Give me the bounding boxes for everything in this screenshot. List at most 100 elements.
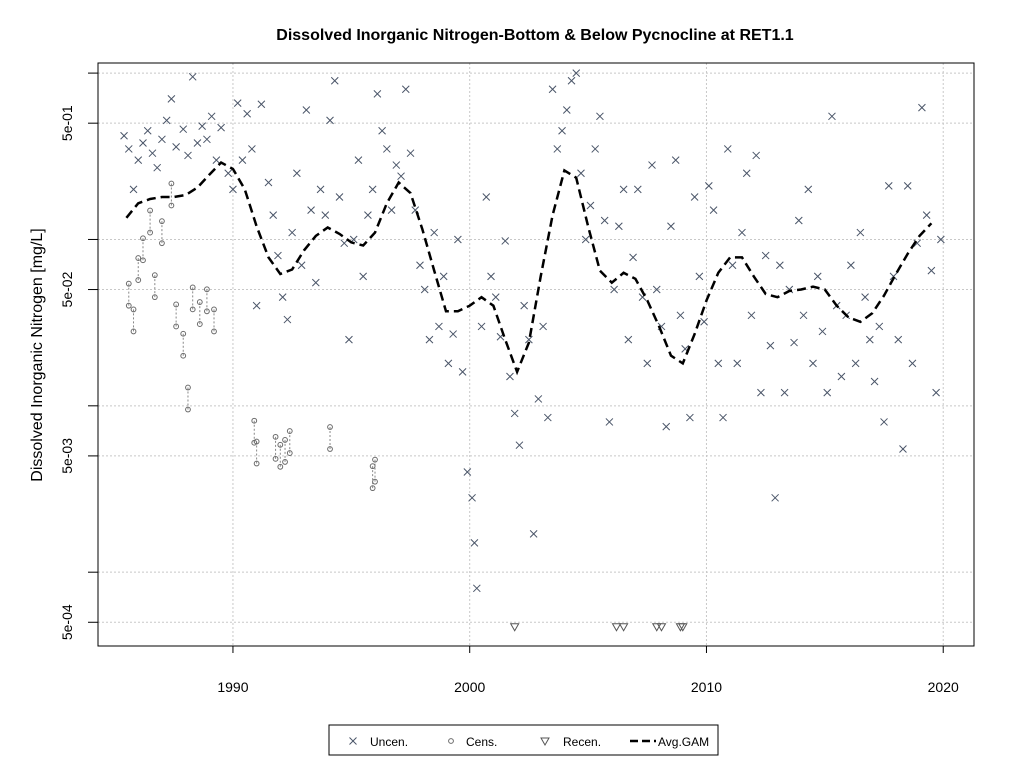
uncensored-point: [172, 143, 180, 151]
y-tick-label: 5e-03: [59, 438, 75, 474]
uncensored-point: [217, 123, 225, 132]
censored-point: [272, 455, 279, 462]
x-stroke: [193, 139, 202, 147]
censored-point: [147, 229, 153, 236]
censored-point: [196, 321, 203, 327]
uncensored-point: [818, 327, 827, 336]
recensored-point: [656, 623, 667, 632]
censored-point: [151, 294, 158, 301]
uncensored-point: [167, 95, 176, 103]
uncensored-point: [738, 228, 746, 237]
uncensored-point: [297, 261, 306, 270]
x-stroke: [908, 359, 917, 368]
censored-point: [135, 255, 142, 261]
x-stroke: [326, 116, 334, 125]
x-stroke: [700, 317, 708, 326]
censored-point: [189, 306, 196, 313]
censored-point: [185, 406, 191, 413]
legend-label: Recen.: [563, 735, 601, 749]
x-stroke: [129, 185, 138, 194]
uncensored-point: [728, 261, 737, 270]
uncensored-point: [229, 185, 237, 194]
x-stroke: [458, 368, 467, 376]
x-stroke: [837, 372, 846, 381]
censored-point: [272, 433, 279, 440]
x-stroke: [283, 315, 292, 324]
uncensored-point: [243, 109, 252, 118]
x-stroke: [238, 156, 247, 164]
x-stroke: [596, 112, 604, 121]
uncensored-point: [311, 278, 320, 287]
uncensored-point: [766, 341, 775, 350]
uncensored-point: [667, 222, 675, 231]
x-stroke: [229, 185, 237, 194]
censored-point: [140, 235, 146, 242]
x-stroke: [515, 441, 524, 450]
uncensored-point: [671, 156, 680, 164]
circle-icon: [448, 738, 454, 744]
uncensored-point: [470, 539, 479, 547]
uncensored-point: [335, 193, 344, 201]
x-tick-label: 2000: [454, 679, 485, 695]
x-stroke: [733, 359, 742, 368]
uncensored-point: [359, 272, 368, 281]
x-stroke: [269, 211, 278, 220]
uncensored-point: [851, 359, 860, 368]
x-stroke: [364, 211, 372, 220]
uncensored-point: [742, 169, 751, 178]
censored-point: [168, 202, 175, 209]
censored-point: [180, 352, 187, 359]
x-stroke: [927, 266, 936, 275]
uncensored-point: [134, 156, 143, 164]
legend-box: [328, 724, 719, 756]
uncensored-point: [771, 493, 779, 502]
x-stroke: [861, 293, 869, 302]
x-stroke: [520, 301, 529, 310]
uncensored-point: [529, 529, 538, 538]
uncensored-point: [468, 493, 476, 502]
uncensored-point: [828, 112, 836, 121]
x-stroke: [420, 285, 429, 294]
x-stroke: [619, 185, 628, 194]
uncensored-point: [577, 169, 585, 178]
x-stroke: [937, 235, 945, 244]
x-stroke: [184, 151, 192, 160]
uncensored-point: [463, 468, 472, 476]
uncensored-point: [539, 322, 547, 331]
censored-point: [277, 441, 284, 448]
uncensored-point: [184, 151, 192, 160]
x-stroke: [918, 103, 926, 112]
x-axis: 1990 2000 2010 2020: [217, 646, 959, 695]
uncensored-point: [477, 322, 486, 331]
censored-point: [130, 306, 137, 313]
x-stroke: [903, 182, 912, 190]
uncensored-point: [562, 106, 571, 114]
x-stroke: [335, 193, 344, 201]
x-stroke: [728, 261, 737, 270]
uncensored-point: [458, 368, 467, 376]
x-stroke: [359, 272, 368, 281]
censored-point: [369, 485, 376, 492]
uncensored-point: [482, 193, 491, 201]
x-stroke: [449, 330, 457, 338]
x-stroke: [162, 116, 171, 125]
censored-point: [204, 286, 210, 293]
x-stroke: [487, 272, 495, 281]
uncensored-point: [610, 285, 618, 294]
x-stroke: [539, 322, 547, 331]
uncensored-point: [162, 116, 171, 125]
x-stroke: [203, 135, 211, 144]
x-stroke: [709, 206, 718, 215]
censored-point: [211, 328, 217, 335]
uncensored-point: [373, 90, 382, 98]
x-stroke: [742, 169, 751, 178]
uncensored-point: [586, 201, 595, 210]
y-tick-label: 5e-04: [59, 604, 75, 640]
uncensored-point: [238, 156, 247, 164]
uncensored-point: [652, 285, 661, 294]
uncensored-point: [248, 145, 256, 153]
uncensored-point: [193, 139, 202, 147]
censored-point: [135, 277, 142, 283]
censored-point: [286, 450, 293, 456]
x-stroke: [823, 388, 832, 397]
